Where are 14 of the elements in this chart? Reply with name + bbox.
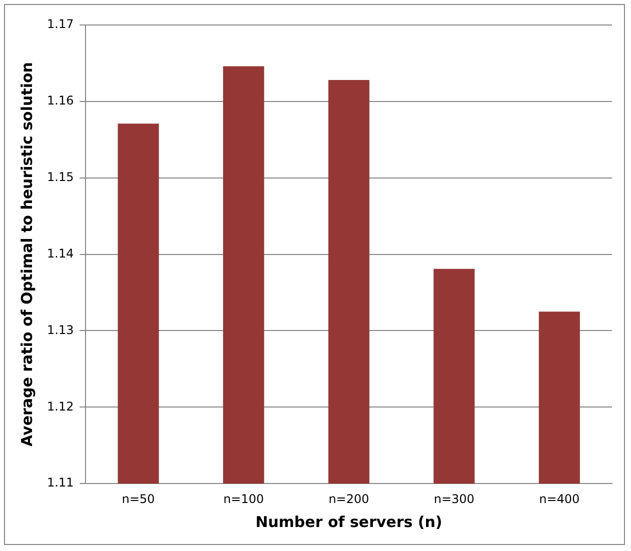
y-axis-title: Average ratio of Optimal to heuristic solution xyxy=(18,62,36,447)
x-tick-label: n=400 xyxy=(539,492,580,506)
y-tick-label: 1.12 xyxy=(47,399,74,414)
y-tick-label: 1.11 xyxy=(47,476,74,490)
x-tick-label: n=200 xyxy=(328,492,370,506)
x-tick-label: n=300 xyxy=(434,492,474,506)
y-tick-label: 1.14 xyxy=(47,246,74,260)
y-tick-label: 1.13 xyxy=(47,322,74,337)
x-tick-label: n=100 xyxy=(223,492,264,506)
x-tick-label: n=50 xyxy=(122,492,155,506)
y-tick-label: 1.15 xyxy=(47,170,74,184)
y-tick-label: 1.16 xyxy=(47,94,74,108)
x-axis-title: Number of servers (n) xyxy=(255,512,442,531)
y-tick-label: 1.17 xyxy=(47,17,74,32)
